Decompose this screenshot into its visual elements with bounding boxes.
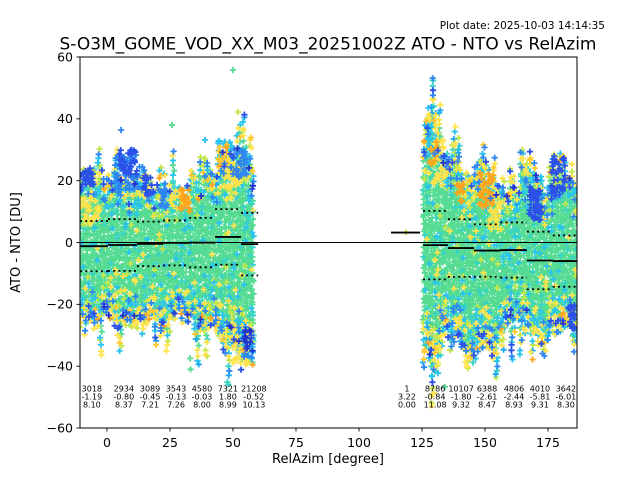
stat-count: 3642 (556, 385, 576, 394)
y-tick-label: −20 (47, 297, 73, 312)
scatter-layer (80, 66, 577, 409)
stat-std: 9.32 (452, 401, 470, 410)
stat-mean: -6.01 (556, 393, 577, 402)
stat-count: 3089 (140, 385, 160, 394)
x-tick-label: 25 (162, 435, 178, 450)
stat-count: 8786 (425, 385, 445, 394)
x-tick-label: 175 (536, 435, 560, 450)
stat-mean: -5.81 (530, 393, 551, 402)
y-tick-label: 0 (65, 235, 73, 250)
y-tick-label: −60 (47, 420, 73, 435)
x-tick-label: 100 (347, 435, 371, 450)
stat-mean: -2.61 (477, 393, 498, 402)
stat-mean: -0.80 (114, 393, 135, 402)
stat-count: 10107 (448, 385, 473, 394)
stat-std: 10.13 (242, 401, 265, 410)
x-tick-label: 50 (225, 435, 241, 450)
plot-title: S-O3M_GOME_VOD_XX_M03_20251002Z ATO - NT… (60, 35, 597, 55)
stat-std: 8.47 (478, 401, 496, 410)
stat-std: 11.08 (424, 401, 447, 410)
stat-std: 8.99 (219, 401, 237, 410)
stat-count: 4806 (504, 385, 524, 394)
x-axis-label: RelAzim [degree] (272, 452, 384, 467)
stat-std: 7.21 (141, 401, 159, 410)
stat-std: 8.00 (193, 401, 211, 410)
stat-std: 8.93 (505, 401, 523, 410)
stat-mean: -0.84 (425, 393, 446, 402)
scatter-points-blue (80, 87, 577, 386)
stat-std: 8.37 (115, 401, 133, 410)
stat-mean: -0.03 (192, 393, 213, 402)
stat-std: 8.30 (557, 401, 575, 410)
stat-count: 2934 (114, 385, 134, 394)
stat-mean: -1.80 (451, 393, 472, 402)
y-tick-label: 60 (57, 49, 73, 64)
stat-std: 7.26 (167, 401, 185, 410)
stat-std: 8.10 (83, 401, 101, 410)
scatter-points-navy (101, 145, 573, 358)
stat-count: 1 (404, 385, 409, 394)
stat-count: 6388 (477, 385, 497, 394)
plot-date: Plot date: 2025-10-03 14:14:35 (440, 20, 605, 32)
stat-mean: -1.19 (81, 393, 102, 402)
x-tick-label: 0 (103, 435, 111, 450)
stat-count: 3018 (82, 385, 102, 394)
x-tick-label: 75 (288, 435, 304, 450)
y-tick-label: −40 (47, 358, 73, 373)
stat-mean: -0.45 (140, 393, 161, 402)
stat-count: 4010 (530, 385, 550, 394)
y-tick-label: 20 (57, 173, 73, 188)
stat-count: 21208 (241, 385, 266, 394)
stat-mean: 3.22 (398, 393, 416, 402)
y-axis-label: ATO - NTO [DU] (9, 192, 24, 293)
scatter-points-green (80, 66, 577, 390)
axis-ticks: 0 25 50 75 100 125 150 175 −60 −40 −20 0 20 40 60 (47, 49, 560, 450)
stat-count: 7321 (218, 385, 238, 394)
stat-mean: -0.52 (244, 393, 265, 402)
stat-count: 4580 (192, 385, 212, 394)
stat-std: 0.00 (398, 401, 416, 410)
stat-count: 3543 (166, 385, 186, 394)
stat-mean: 1.80 (219, 393, 237, 402)
x-tick-label: 150 (473, 435, 497, 450)
x-tick-label: 125 (410, 435, 434, 450)
bin-statistics-text: 3018-1.198.10 2934-0.808.37 3089-0.457.21 3… (81, 385, 576, 410)
stat-mean: -0.13 (166, 393, 187, 402)
stat-mean: -2.44 (504, 393, 525, 402)
y-tick-label: 40 (57, 111, 73, 126)
statistic-lines-layer (80, 208, 577, 291)
stat-std: 9.31 (531, 401, 549, 410)
